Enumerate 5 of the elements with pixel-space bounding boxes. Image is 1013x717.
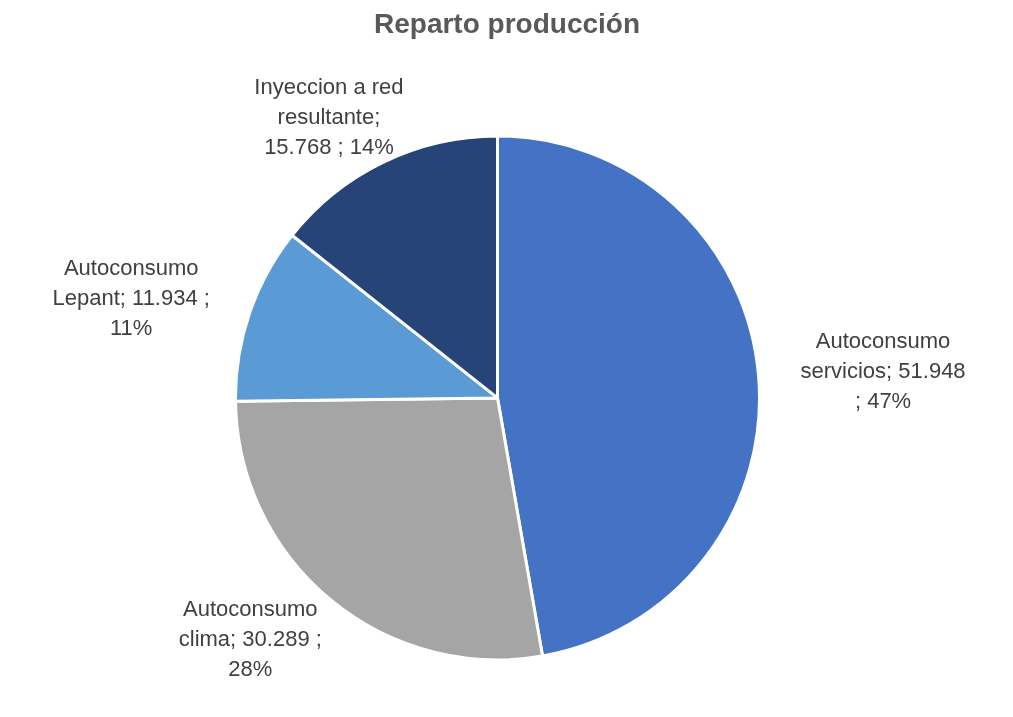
slice-label: Inyeccion a red resultante; 15.768 ; 14% <box>254 74 404 160</box>
slice-label: Autoconsumo Lepant; 11.934 ; 11% <box>52 254 210 340</box>
slice-label: Autoconsumo servicios; 51.948 ; 47% <box>800 328 966 414</box>
chart-title: Reparto producción <box>373 7 641 39</box>
slice-label: Autoconsumo clima; 30.289 ; 28% <box>178 595 322 681</box>
